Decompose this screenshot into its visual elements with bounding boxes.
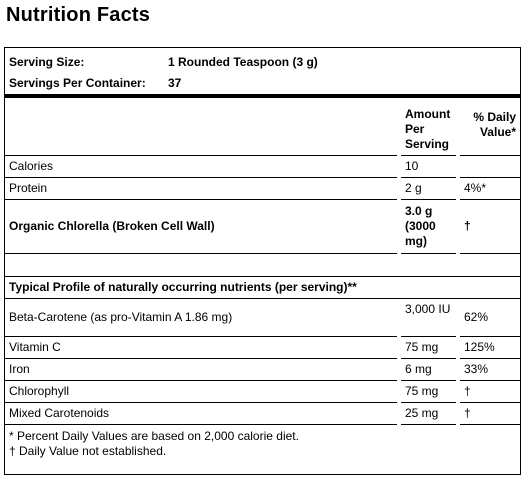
nutrient-row: Organic Chlorella (Broken Cell Wall) 3.0 … — [5, 200, 520, 254]
footnotes: * Percent Daily Values are based on 2,00… — [5, 425, 520, 459]
serving-table: Serving Size: 1 Rounded Teaspoon (3 g) Ser… — [5, 48, 520, 94]
nutrient-name: Beta-Carotene (as pro-Vitamin A 1.86 mg) — [5, 299, 397, 337]
nutrient-daily-value: 62% — [460, 299, 520, 337]
header-blank — [5, 98, 397, 156]
serving-row: Serving Size: 1 Rounded Teaspoon (3 g) — [5, 48, 520, 73]
nutrient-amount: 6 mg — [401, 359, 456, 381]
serving-label: Serving Size: — [9, 55, 85, 69]
header-row: Amount Per Serving % Daily Value* — [5, 98, 520, 156]
serving-value: 37 — [168, 76, 182, 90]
nutrient-amount: 75 mg — [401, 381, 456, 403]
serving-label: Servings Per Container: — [9, 76, 146, 90]
nutrient-name: Mixed Carotenoids — [5, 403, 397, 425]
nutrient-daily-value: † — [460, 381, 520, 403]
nutrient-table: Amount Per Serving % Daily Value* Calori… — [5, 94, 520, 425]
nutrient-daily-value: 33% — [460, 359, 520, 381]
nutrient-amount: 25 mg — [401, 403, 456, 425]
nutrient-name: Organic Chlorella (Broken Cell Wall) — [5, 200, 397, 254]
title: Nutrition Facts — [6, 4, 151, 26]
nutrient-row: Beta-Carotene (as pro-Vitamin A 1.86 mg)… — [5, 299, 520, 337]
nutrient-daily-value: 125% — [460, 337, 520, 359]
blank-cell — [5, 254, 520, 277]
nutrient-amount: 10 — [401, 156, 456, 178]
nutrient-name: Calories — [5, 156, 397, 178]
nutrition-panel: Serving Size: 1 Rounded Teaspoon (3 g) Ser… — [4, 47, 521, 475]
nutrient-name: Chlorophyll — [5, 381, 397, 403]
amount-header: Amount Per Serving — [401, 98, 456, 156]
nutrient-row: Calories 10 — [5, 156, 520, 178]
nutrient-daily-value: 4%* — [460, 178, 520, 200]
divider — [5, 94, 520, 98]
nutrient-name: Protein — [5, 178, 397, 200]
serving-value: 1 Rounded Teaspoon (3 g) — [168, 55, 318, 69]
nutrient-row: Iron 6 mg 33% — [5, 359, 520, 381]
daily-value-header: % Daily Value* — [460, 98, 520, 156]
nutrient-amount: 3.0 g (3000 mg) — [401, 200, 456, 254]
footnote: † Daily Value not established. — [9, 444, 167, 458]
nutrient-row: Protein 2 g 4%* — [5, 178, 520, 200]
serving-row: Servings Per Container: 37 — [5, 73, 520, 94]
nutrient-daily-value — [460, 156, 520, 178]
section-row: Typical Profile of naturally occurring n… — [5, 277, 520, 299]
footnote: * Percent Daily Values are based on 2,00… — [9, 429, 299, 443]
nutrient-row: Chlorophyll 75 mg † — [5, 381, 520, 403]
section-title: Typical Profile of naturally occurring n… — [5, 277, 520, 299]
nutrient-daily-value: † — [460, 403, 520, 425]
nutrient-amount: 75 mg — [401, 337, 456, 359]
nutrient-amount: 3,000 IU — [401, 299, 456, 337]
nutrient-name: Vitamin C — [5, 337, 397, 359]
nutrient-daily-value: † — [460, 200, 520, 254]
blank-row — [5, 254, 520, 277]
nutrient-amount: 2 g — [401, 178, 456, 200]
nutrient-row: Mixed Carotenoids 25 mg † — [5, 403, 520, 425]
nutrient-row: Vitamin C 75 mg 125% — [5, 337, 520, 359]
nutrient-name: Iron — [5, 359, 397, 381]
